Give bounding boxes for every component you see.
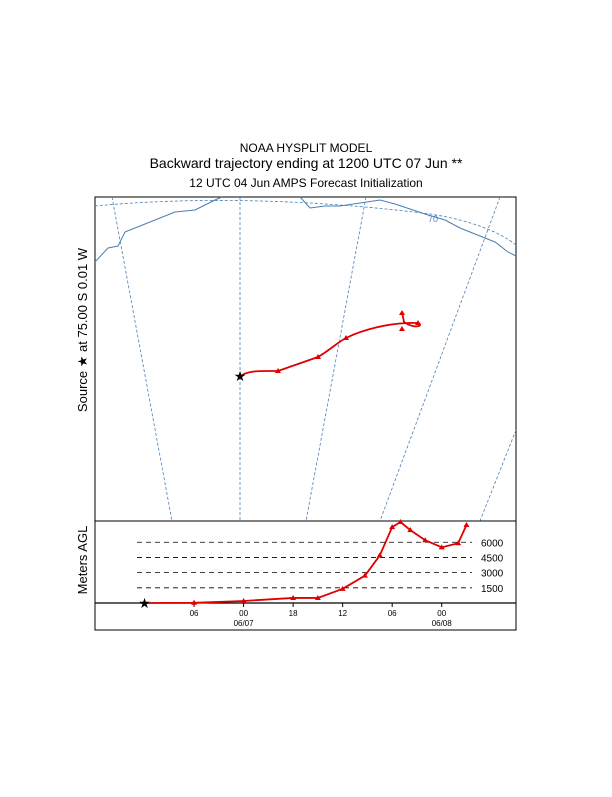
grid-label: 70 [428,214,438,224]
height-marker [191,599,198,605]
height-line [144,520,468,604]
x-tick-label: 18 [289,609,298,618]
height-marker [361,572,368,578]
x-tick-label: 06 [190,609,199,618]
source-star: ★ [138,595,151,611]
level-label: 1500 [481,584,504,595]
subtitle: Backward trajectory ending at 1200 UTC 0… [150,155,463,171]
height-marker [389,524,396,530]
x-tick-label: 00 [437,609,446,618]
height-marker [422,537,429,543]
height-marker [438,544,445,550]
height-marker [397,519,404,525]
height-panel: Meters AGL [75,520,517,631]
date-label: 06/07 [234,619,255,628]
subtitle2: 12 UTC 04 Jun AMPS Forecast Initializati… [189,176,422,190]
map-label: Source ★ at 75.00 S 0.01 W [75,247,90,412]
title: NOAA HYSPLIT MODEL [240,141,373,155]
x-tick-label: 06 [388,609,397,618]
height-marker [290,594,297,600]
height-marker [455,540,462,546]
x-tick-label: 00 [239,609,248,618]
height-marker [376,552,383,558]
y-label: Meters AGL [75,526,90,595]
height-marker [339,585,346,591]
level-label: 6000 [481,538,504,549]
map-panel: 70 ★ Source ★ at 75.00 S 0.01 W [75,196,517,522]
height-marker [240,597,247,603]
height-marker [463,522,470,528]
date-label: 06/08 [432,619,453,628]
height-marker [407,527,414,533]
source-star: ★ [234,368,247,384]
height-marker [314,594,321,600]
level-label: 3000 [481,569,504,580]
level-label: 4500 [481,553,504,564]
x-tick-label: 12 [338,609,347,618]
